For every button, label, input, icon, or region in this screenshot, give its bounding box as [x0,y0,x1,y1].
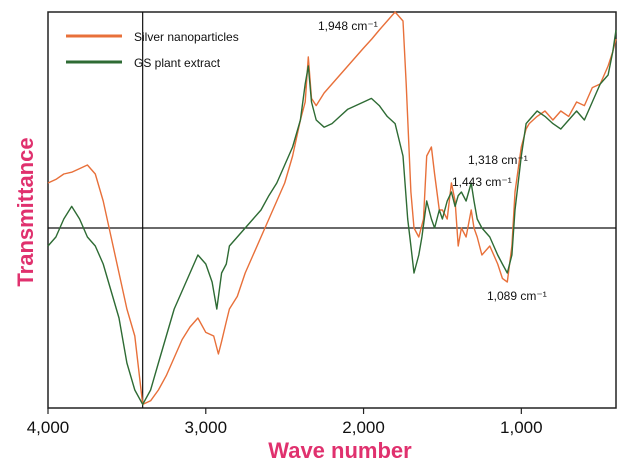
series-line-gs-plant-extract [47,29,617,406]
legend-label-silver-nanoparticles: Silver nanoparticles [134,30,239,44]
legend: Silver nanoparticles GS plant extract [66,30,239,70]
x-axis-title: Wave number [268,438,412,462]
plot-frame [47,11,617,409]
series-line-silver-nanoparticles [47,11,617,406]
annotation-1089: 1,089 cm⁻¹ [487,289,547,303]
annotation-1948: 1,948 cm⁻¹ [318,19,378,33]
x-axis-ticks: 4,000 3,000 2,000 1,000 [27,408,543,437]
x-tick-label: 1,000 [500,418,543,437]
x-tick-label: 3,000 [185,418,228,437]
series-layer [47,11,617,406]
annotation-1443: 1,443 cm⁻¹ [452,175,512,189]
legend-label-gs-plant-extract: GS plant extract [134,56,221,70]
annotation-1318: 1,318 cm⁻¹ [468,153,528,167]
x-tick-label: 4,000 [27,418,70,437]
x-tick-label: 2,000 [342,418,385,437]
y-axis-title: Transmittance [13,137,38,286]
